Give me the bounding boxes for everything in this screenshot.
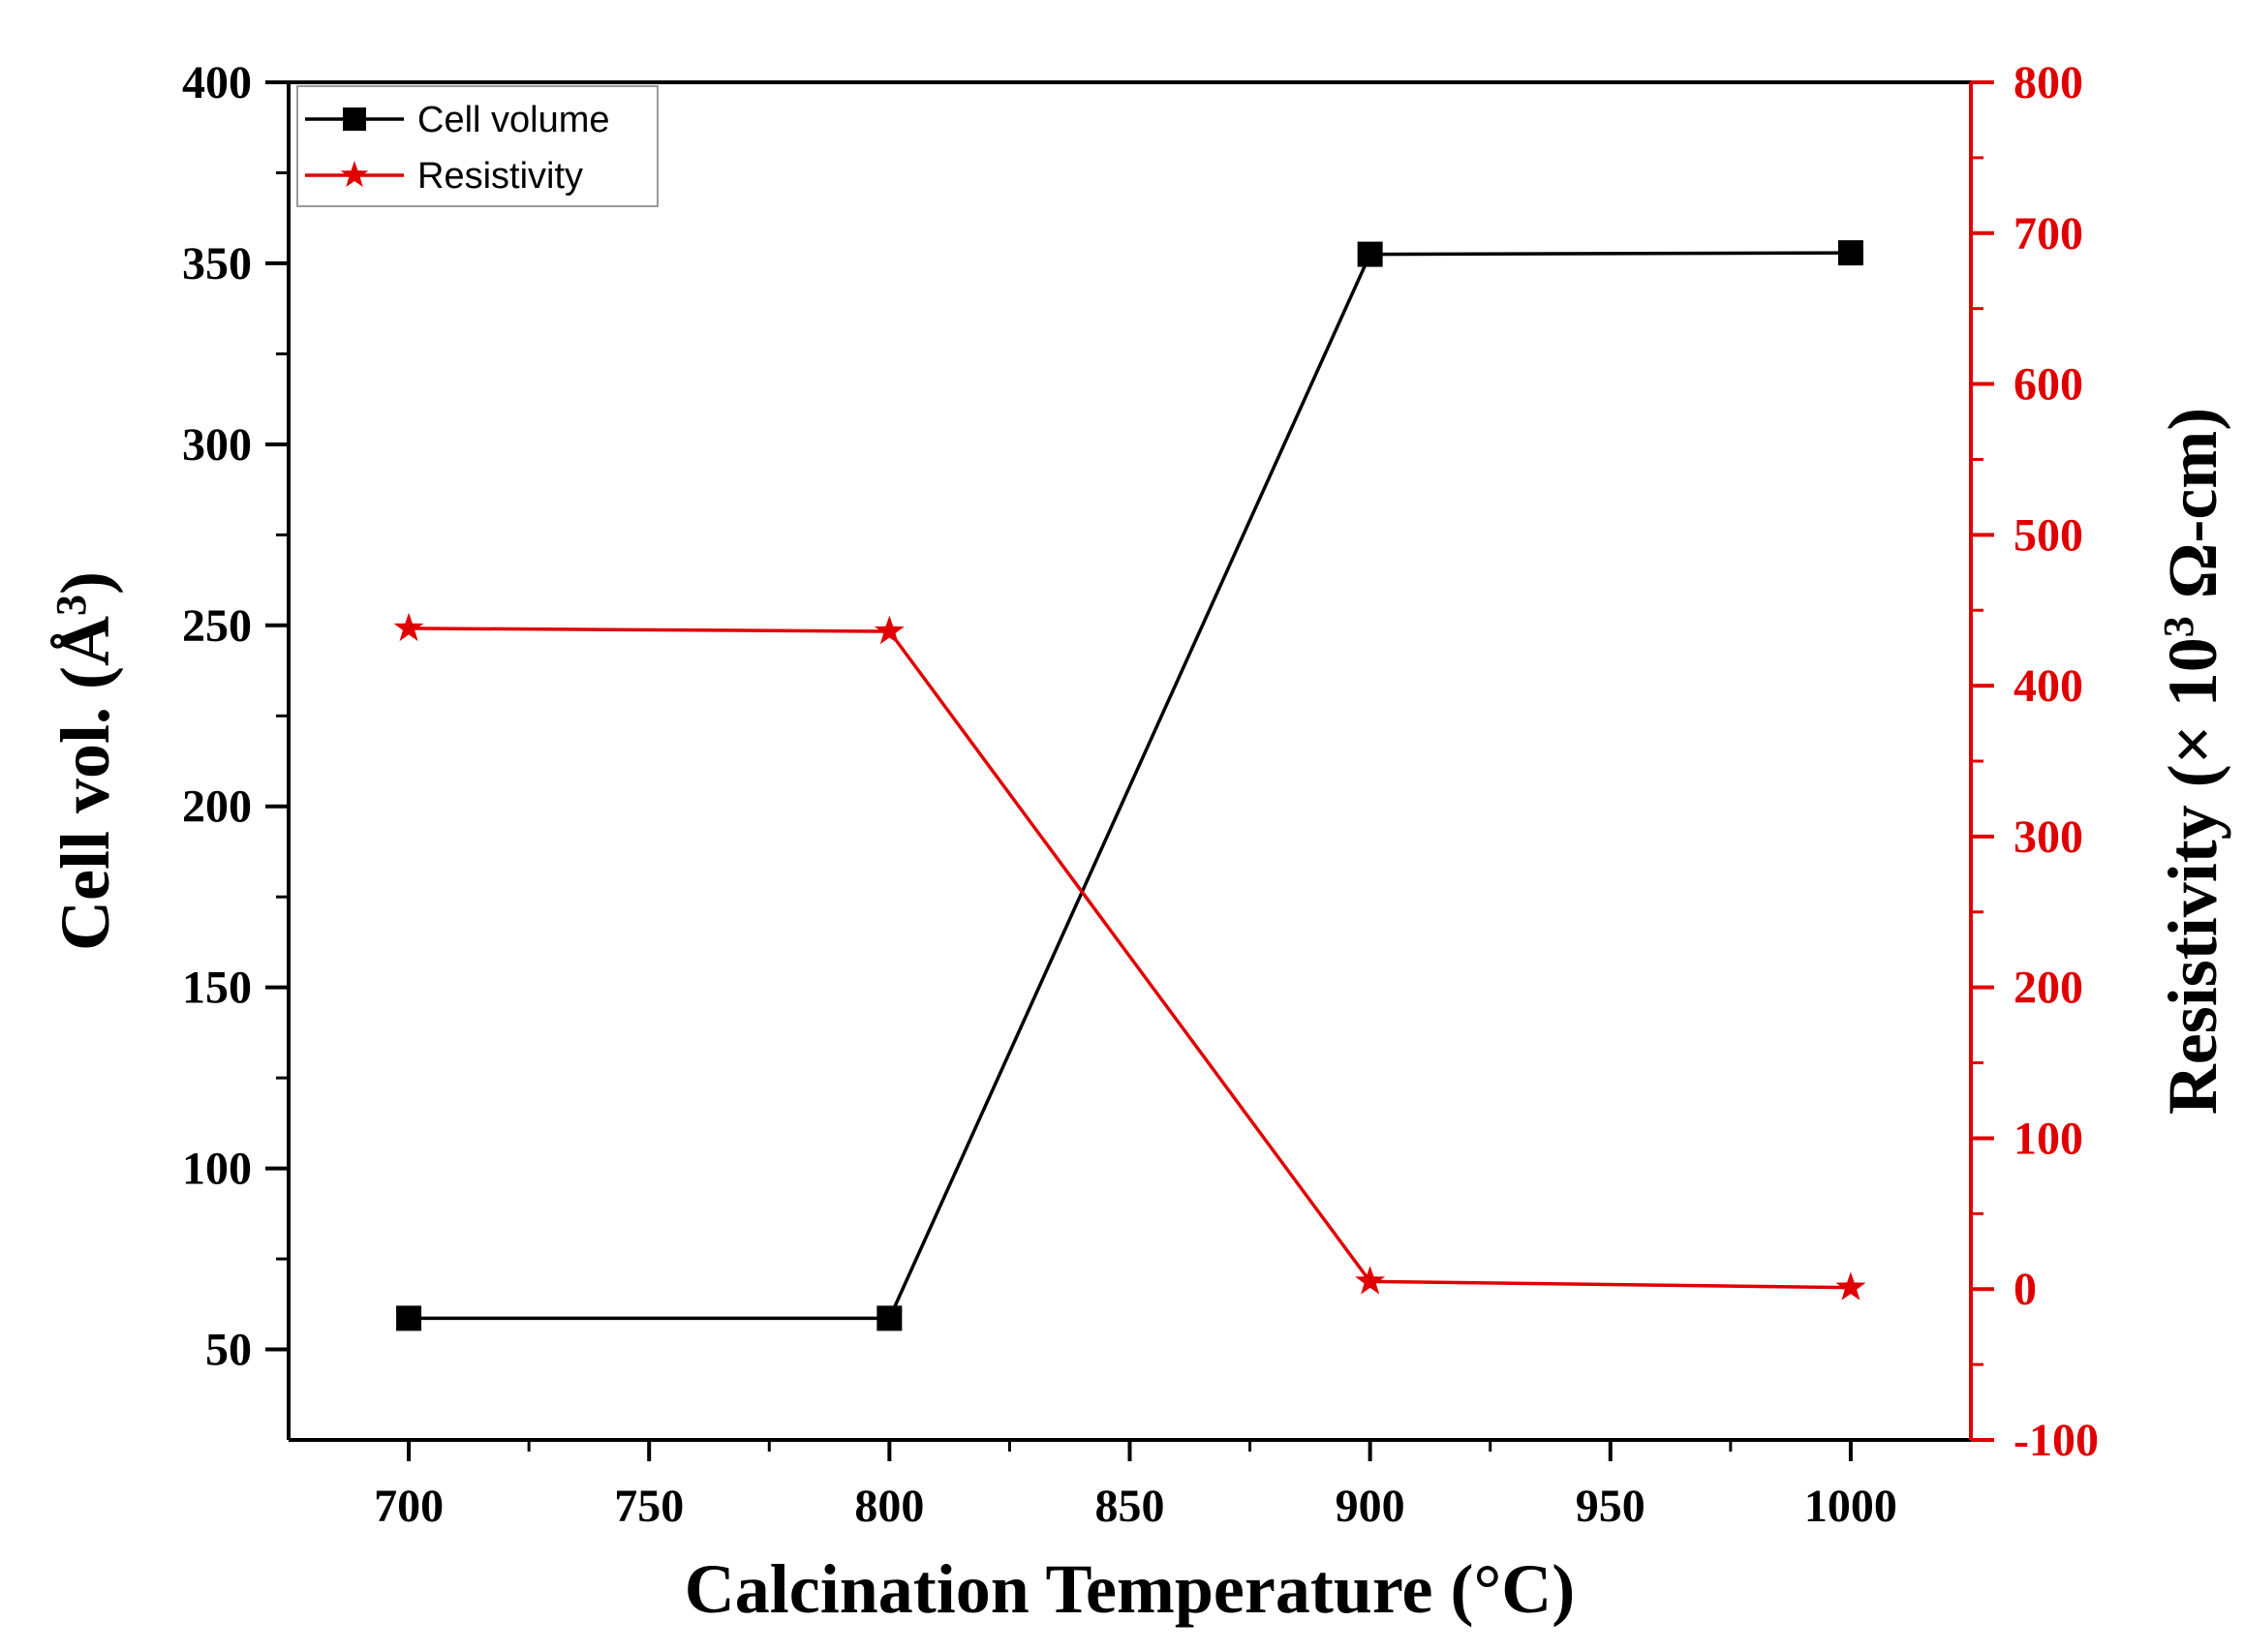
legend: Cell volume Resistivity [296, 85, 659, 207]
left-y-tick-label: 350 [182, 238, 252, 290]
axis-titles: Calcination Temperature (°C) Cell vol. (Å… [46, 408, 2231, 1628]
right-y-tick-label: 700 [2013, 208, 2083, 260]
right-y-tick-label: 800 [2013, 57, 2083, 108]
series-line-cell-volume [409, 251, 1851, 1321]
data-point-cell-volume [876, 1305, 903, 1331]
right-y-tick-label: 100 [2013, 1113, 2083, 1164]
left-y-tick-label: 100 [182, 1144, 252, 1195]
data-point-resistivity [1355, 1266, 1386, 1295]
x-tick-label: 750 [614, 1481, 684, 1532]
data-point-resistivity [874, 615, 905, 645]
right-y-tick-label: 0 [2013, 1264, 2037, 1315]
left-y-axis-title: Cell vol. (Å3) [46, 571, 124, 951]
ticks: 700 750 800 850 900 950 1000501001502002503003… [182, 57, 2099, 1532]
legend-box [296, 85, 659, 207]
axes [287, 80, 1973, 1442]
right-y-tick-label: 300 [2013, 811, 2083, 863]
data-point-cell-volume [1837, 240, 1863, 266]
left-y-tick-label: 300 [182, 419, 252, 471]
left-y-tick-label: 150 [182, 963, 252, 1014]
legend-marker-cell-volume [343, 107, 366, 131]
data-point-resistivity [393, 612, 424, 642]
data-point-cell-volume [396, 1305, 422, 1331]
series [393, 240, 1866, 1331]
x-tick-label: 850 [1095, 1481, 1165, 1532]
x-tick-label: 800 [854, 1481, 924, 1532]
left-y-tick-label: 200 [182, 781, 252, 833]
x-tick-label: 1000 [1804, 1481, 1897, 1532]
x-axis-title: Calcination Temperature (°C) [685, 1550, 1575, 1628]
left-y-tick-label: 250 [182, 600, 252, 652]
x-tick-label: 700 [374, 1481, 444, 1532]
legend-label-resistivity: Resistivity [417, 156, 583, 197]
x-tick-label: 950 [1576, 1481, 1645, 1532]
x-tick-label: 900 [1336, 1481, 1405, 1532]
legend-label-cell-volume: Cell volume [417, 100, 610, 140]
left-y-tick-label: 400 [182, 57, 252, 108]
right-y-tick-label: 600 [2013, 359, 2083, 411]
right-y-tick-label: -100 [2013, 1415, 2099, 1466]
right-y-tick-label: 500 [2013, 509, 2083, 561]
data-point-cell-volume [1357, 241, 1383, 267]
left-y-tick-label: 50 [205, 1325, 252, 1376]
right-y-axis-title: Resistivity (× 103 Ω-cm) [2154, 408, 2231, 1116]
data-point-resistivity [1835, 1271, 1866, 1300]
right-y-tick-label: 400 [2013, 660, 2083, 712]
legend-marker-resistivity [340, 161, 369, 188]
series-line-resistivity [409, 627, 1851, 1290]
right-y-tick-label: 200 [2013, 963, 2083, 1014]
